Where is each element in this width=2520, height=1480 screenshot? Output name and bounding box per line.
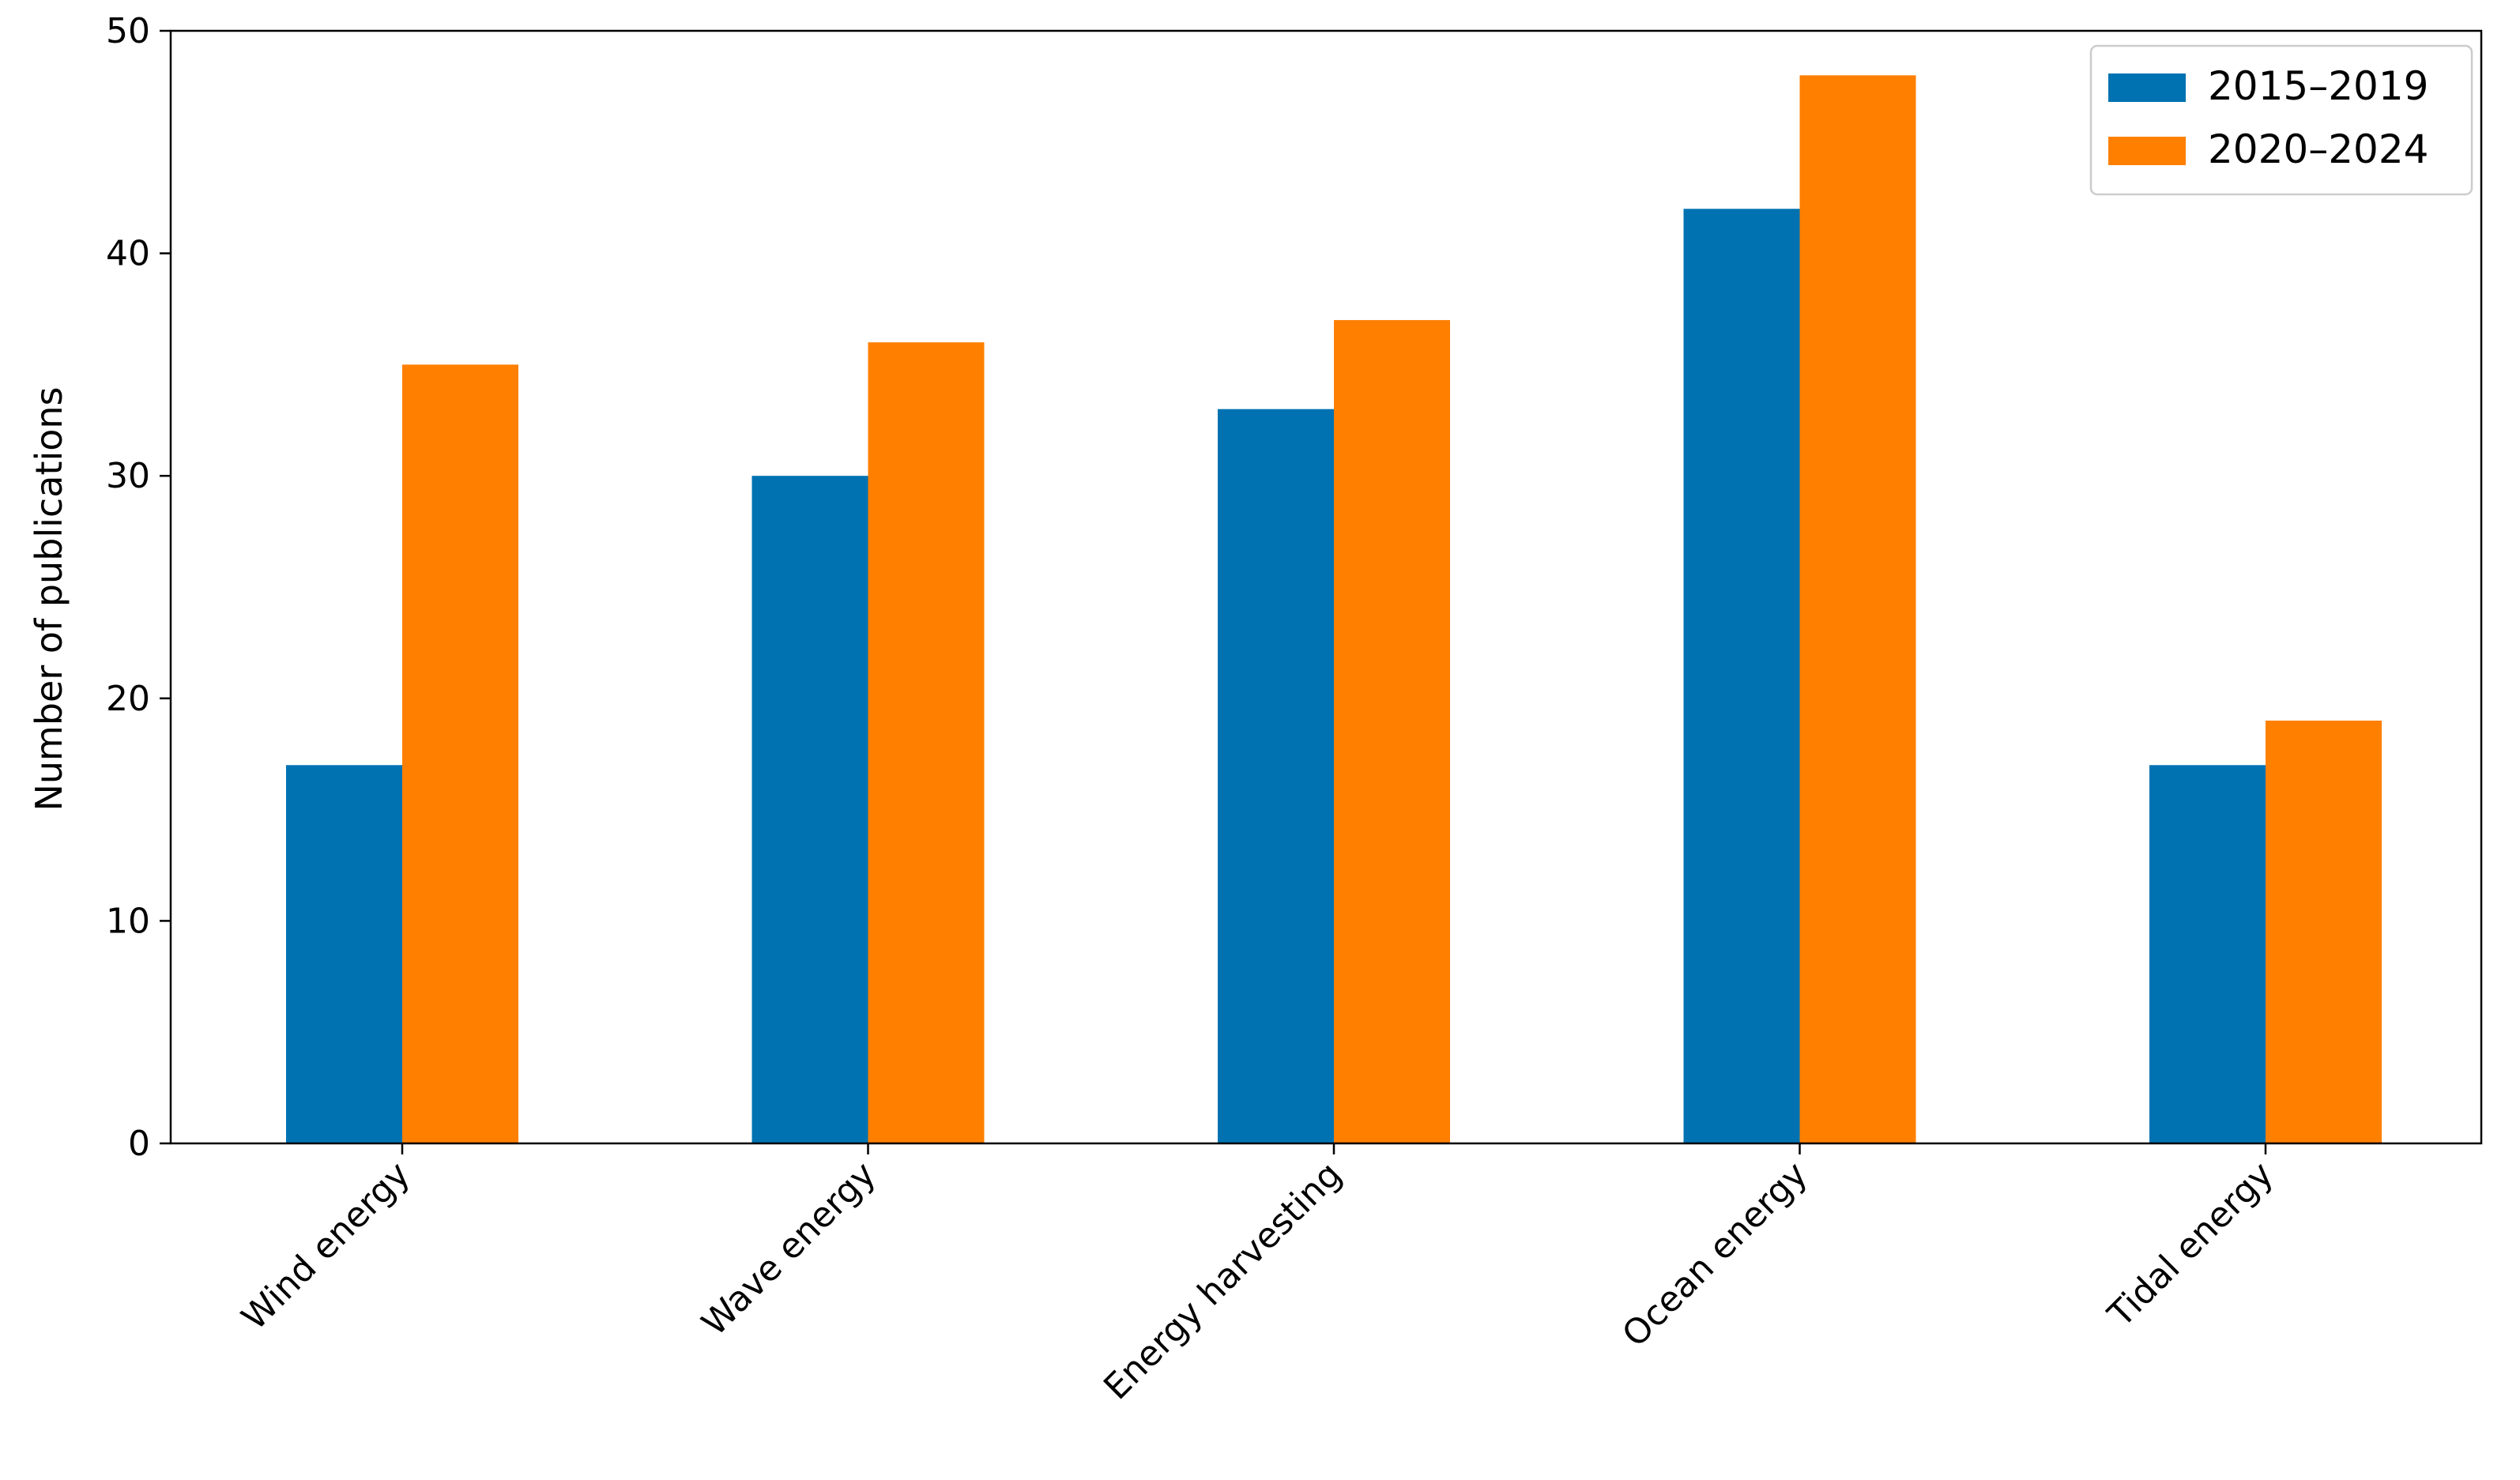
bar-series-1-ocean-energy bbox=[1683, 209, 1800, 1143]
legend-swatch-2 bbox=[2108, 137, 2186, 165]
y-axis-title: Number of publications bbox=[28, 386, 70, 811]
legend-swatch-1 bbox=[2108, 73, 2186, 102]
bar-series-2-wind-energy bbox=[402, 364, 518, 1143]
y-tick-label: 0 bbox=[128, 1124, 150, 1164]
y-tick-label: 40 bbox=[106, 234, 150, 274]
legend-box bbox=[2089, 44, 2473, 196]
plot-frame bbox=[169, 29, 2483, 1145]
bar-series-1-wind-energy bbox=[286, 765, 402, 1143]
legend-label-2: 2020–2024 bbox=[2208, 126, 2429, 172]
y-tick-label: 50 bbox=[106, 11, 150, 51]
x-tick-label: Wind energy bbox=[234, 1154, 418, 1339]
y-tick-label: 10 bbox=[106, 901, 150, 941]
bar-series-2-ocean-energy bbox=[1799, 75, 1916, 1144]
bar-series-1-tidal-energy bbox=[2149, 765, 2266, 1143]
bar-series-2-wave-energy bbox=[868, 342, 985, 1143]
x-tick-label: Wave energy bbox=[695, 1154, 884, 1344]
x-tick-label: Energy harvesting bbox=[1096, 1154, 1350, 1408]
bar-series-2-energy-harvesting bbox=[1334, 320, 1450, 1144]
bar-series-1-energy-harvesting bbox=[1218, 409, 1334, 1143]
y-tick-label: 20 bbox=[106, 679, 150, 719]
y-tick-label: 30 bbox=[106, 456, 150, 496]
x-tick-label: Tidal energy bbox=[2100, 1154, 2281, 1335]
bar-series-1-wave-energy bbox=[751, 476, 868, 1143]
x-tick-label: Ocean energy bbox=[1614, 1154, 1815, 1355]
bar-series-2-tidal-energy bbox=[2266, 720, 2382, 1143]
legend-label-1: 2015–2019 bbox=[2208, 63, 2429, 109]
